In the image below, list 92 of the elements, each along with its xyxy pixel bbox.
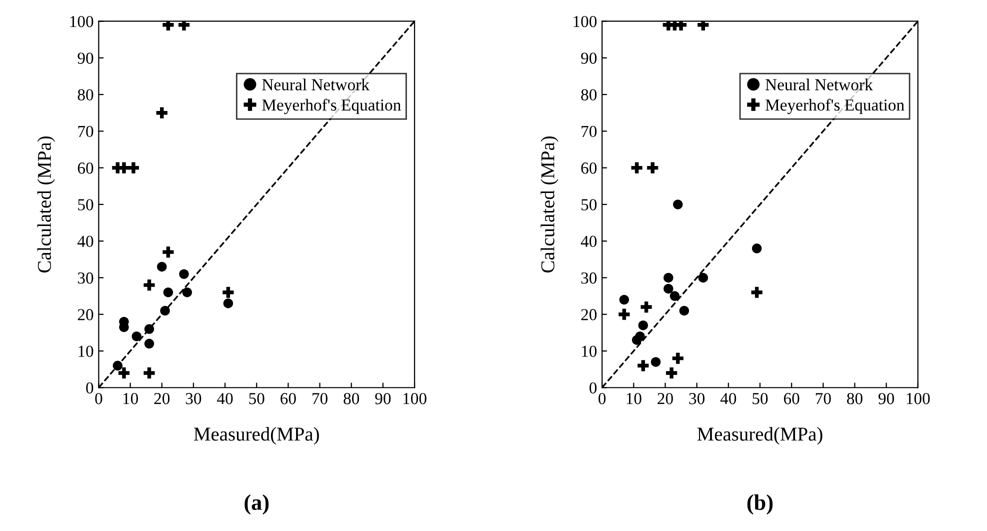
- y-tick-label: 50: [582, 199, 597, 210]
- x-tick-label: 0: [95, 392, 102, 404]
- point: [640, 301, 652, 313]
- x-tick-label: 20: [154, 392, 170, 404]
- point: [672, 352, 684, 364]
- point: [666, 367, 678, 379]
- point: [132, 331, 142, 342]
- x-tick-label: 10: [123, 392, 138, 404]
- x-tick-label: 30: [186, 392, 202, 404]
- x-tick-label: 0: [598, 392, 606, 404]
- y-tick-label: 40: [78, 236, 94, 248]
- x-tick-label: 40: [217, 392, 233, 404]
- point: [163, 288, 174, 298]
- x-tick-label: 60: [280, 392, 296, 404]
- y-tick-label: 80: [581, 89, 597, 100]
- point: [664, 284, 674, 294]
- point: [670, 291, 680, 301]
- text: (a): [244, 494, 269, 515]
- legend-label: Neural Network: [262, 78, 370, 90]
- y-tick-label: 70: [78, 126, 94, 138]
- x-axis-title: Measured(MPa): [194, 427, 319, 445]
- x-tick-label: 60: [784, 392, 800, 404]
- y-tick-label: 70: [582, 126, 597, 138]
- x-tick-label: 90: [375, 392, 391, 404]
- point: [144, 367, 155, 379]
- x-tick-label: 30: [689, 392, 705, 404]
- point: [635, 331, 645, 342]
- y-tick-label: 20: [78, 309, 94, 320]
- point: [650, 357, 661, 367]
- x-tick-label: 100: [906, 392, 930, 404]
- y-tick-label: 0: [590, 382, 597, 394]
- y-tick-label: 50: [78, 199, 94, 210]
- y-tick-label: 40: [580, 236, 597, 248]
- x-tick-label: 90: [878, 392, 894, 404]
- y-tick-label: 60: [581, 162, 597, 174]
- y-tick-label: 10: [582, 346, 597, 357]
- y-axis-title: Calculated (MPa): [540, 136, 558, 272]
- point: [162, 21, 174, 30]
- point: [178, 21, 190, 30]
- x-tick-label: 100: [404, 392, 426, 404]
- x-tick-label: 50: [752, 392, 768, 404]
- x-tick-label: 70: [816, 392, 831, 404]
- point: [222, 286, 234, 298]
- point: [752, 244, 762, 254]
- point: [118, 367, 130, 379]
- x-tick-label: 40: [720, 392, 736, 404]
- legend-label: Meyerhof's Equation: [766, 98, 904, 114]
- point: [144, 338, 154, 349]
- y-tick-label: 30: [581, 272, 597, 284]
- point: [679, 306, 690, 316]
- point: [144, 279, 155, 291]
- point: [664, 272, 674, 283]
- point: [156, 107, 168, 118]
- x-tick-label: 50: [249, 392, 264, 404]
- point: [751, 286, 762, 298]
- y-tick-label: 30: [78, 272, 94, 284]
- point: [223, 298, 234, 308]
- y-tick-label: 100: [574, 16, 597, 28]
- x-tick-label: 80: [847, 392, 862, 404]
- point: [118, 162, 130, 174]
- x-tick-label: 70: [312, 392, 328, 404]
- y-tick-label: 20: [581, 309, 597, 320]
- point: [179, 269, 189, 279]
- point: [698, 272, 708, 283]
- point: [698, 21, 709, 30]
- x-tick-label: 80: [344, 392, 360, 404]
- point: [182, 288, 192, 298]
- point: [638, 360, 649, 372]
- point: [157, 262, 167, 272]
- y-tick-label: 90: [78, 52, 94, 64]
- legend-label: Meyerhof's Equation: [262, 98, 401, 114]
- point: [675, 21, 687, 30]
- y-tick-label: 10: [78, 346, 94, 357]
- y-tick-label: 100: [70, 16, 94, 28]
- point: [631, 162, 642, 174]
- y-tick-label: 80: [78, 89, 94, 100]
- point: [673, 200, 683, 210]
- point: [128, 162, 139, 174]
- point: [638, 320, 648, 330]
- point: [647, 162, 658, 174]
- y-axis-title: Calculated (MPa): [37, 136, 55, 272]
- x-tick-label: 20: [658, 392, 673, 404]
- y-tick-label: 60: [78, 162, 94, 174]
- y-tick-label: 90: [581, 52, 597, 64]
- x-tick-label: 10: [626, 392, 642, 404]
- point: [618, 308, 630, 320]
- point: [162, 246, 174, 258]
- text: (b): [747, 494, 773, 515]
- point: [619, 294, 630, 305]
- x-axis-title: Measured(MPa): [697, 427, 822, 445]
- y-tick-label: 0: [86, 382, 94, 394]
- legend-label: Neural Network: [766, 78, 873, 90]
